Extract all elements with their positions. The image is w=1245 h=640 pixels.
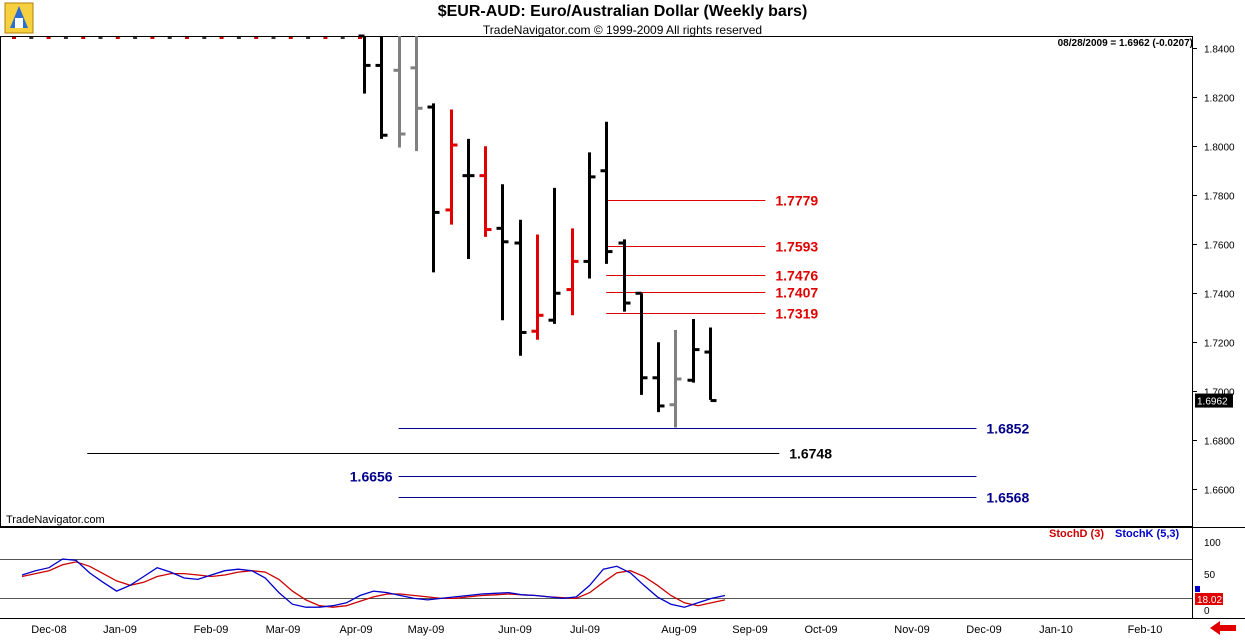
x-tick-label: Sep-09 — [732, 624, 767, 636]
ohlc-bar-12 — [566, 228, 579, 316]
ohlc-bar-5 — [445, 109, 458, 225]
x-tick-label: May-09 — [408, 624, 445, 636]
y-tick-label: 1.6800 — [1204, 437, 1235, 448]
ohlc-bar-20 — [704, 327, 717, 403]
ohlc-bar-3 — [410, 36, 423, 152]
level-label-1.6852: 1.6852 — [986, 421, 1029, 437]
ind-y-tick-label: 0 — [1204, 606, 1210, 617]
last-price-label: 1.6962 — [1197, 397, 1228, 408]
trade-navigator-logo-icon — [4, 2, 34, 34]
ohlc-bar-7 — [479, 146, 492, 237]
y-tick-label: 1.7600 — [1204, 241, 1235, 252]
ohlc-bar-1 — [375, 36, 388, 139]
stoch-d-legend: StochD (3) — [1049, 528, 1104, 540]
ohlc-bar-16 — [635, 291, 648, 395]
x-tick-label: Jan-09 — [103, 624, 137, 636]
y-tick-label: 1.6600 — [1204, 486, 1235, 497]
ohlc-bar-13 — [583, 152, 596, 279]
x-tick-label: Jul-09 — [570, 624, 600, 636]
stoch-k-marker — [1195, 586, 1200, 592]
level-label-1.7476: 1.7476 — [775, 268, 818, 284]
x-tick-label: Nov-09 — [894, 624, 929, 636]
x-tick-label: Aug-09 — [661, 624, 696, 636]
x-tick-label: Mar-09 — [266, 624, 301, 636]
stoch-k-line — [21, 558, 726, 608]
level-label-1.7779: 1.7779 — [775, 193, 818, 209]
y-tick-label: 1.8000 — [1204, 143, 1235, 154]
scroll-left-arrow-icon[interactable] — [1207, 620, 1239, 636]
level-label-1.6748: 1.6748 — [789, 446, 832, 462]
level-label-1.6568: 1.6568 — [986, 490, 1029, 506]
ohlc-bar-0 — [358, 34, 371, 94]
x-tick-label: Jun-09 — [498, 624, 532, 636]
chart-title: $EUR-AUD: Euro/Australian Dollar (Weekly… — [437, 3, 808, 20]
ohlc-bar-2 — [393, 36, 406, 148]
ohlc-bar-15 — [618, 239, 631, 312]
ohlc-bar-9 — [514, 219, 527, 356]
y-tick-label: 1.8400 — [1204, 45, 1235, 56]
ohlc-bar-10 — [531, 234, 544, 340]
y-tick-label: 1.7400 — [1204, 290, 1235, 301]
y-tick-label: 1.7200 — [1204, 339, 1235, 350]
ohlc-bar-6 — [462, 138, 475, 259]
chart-subtitle: TradeNavigator.com © 1999-2009 All right… — [482, 23, 763, 37]
ind-y-tick-label: 50 — [1204, 570, 1216, 581]
ohlc-bar-18 — [669, 330, 682, 428]
level-label-1.7593: 1.7593 — [775, 239, 818, 255]
stoch-d-line — [21, 561, 726, 608]
level-label-1.7407: 1.7407 — [775, 285, 818, 301]
ind-y-tick-label: 100 — [1204, 538, 1221, 549]
x-tick-label: Dec-09 — [966, 624, 1001, 636]
watermark: TradeNavigator.com — [6, 514, 105, 526]
ohlc-bar-11 — [548, 187, 561, 324]
y-tick-label: 1.8200 — [1204, 94, 1235, 105]
stoch-last-box — [1195, 593, 1223, 605]
x-tick-label: Feb-10 — [1128, 624, 1163, 636]
last-price-box — [1195, 393, 1233, 408]
x-tick-label: Jan-10 — [1039, 624, 1073, 636]
level-label-1.7319: 1.7319 — [775, 306, 818, 322]
x-tick-label: Oct-09 — [804, 624, 837, 636]
y-tick-label: 1.7800 — [1204, 192, 1235, 203]
ohlc-bar-14 — [600, 121, 613, 264]
ohlc-bar-17 — [652, 342, 665, 413]
stoch-last-label: 18.02 — [1197, 595, 1222, 606]
x-tick-label: Feb-09 — [194, 624, 229, 636]
stoch-k-legend: StochK (5,3) — [1115, 528, 1180, 540]
ohlc-bar-4 — [427, 103, 440, 273]
ohlc-bar-19 — [687, 318, 700, 383]
price-readout: 08/28/2009 = 1.6962 (-0.0207) — [1057, 38, 1193, 49]
ohlc-bar-8 — [496, 184, 509, 321]
y-tick-label: 1.7000 — [1204, 388, 1235, 399]
x-tick-label: Apr-09 — [339, 624, 372, 636]
x-tick-label: Dec-08 — [31, 624, 66, 636]
level-label-1.6656: 1.6656 — [350, 469, 393, 485]
